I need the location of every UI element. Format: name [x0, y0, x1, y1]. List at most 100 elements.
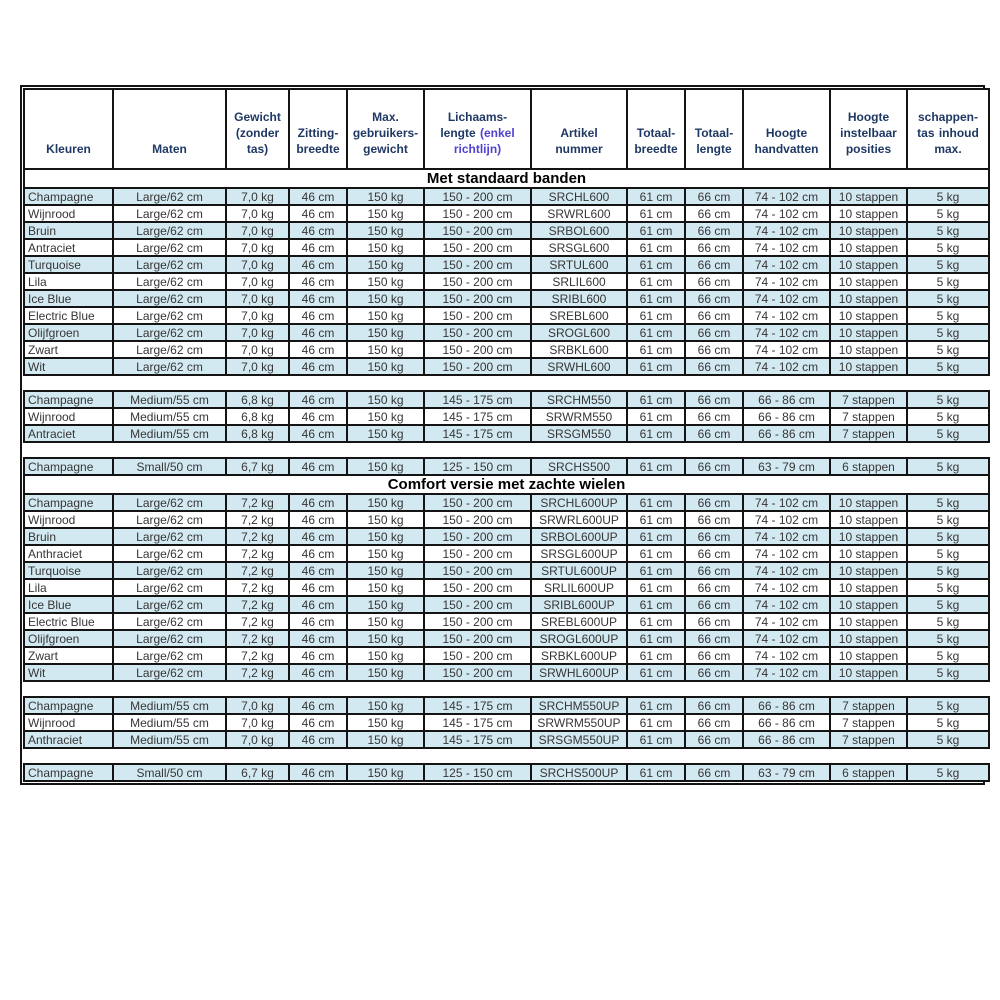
spec-table-wrap: Kleuren Maten Gewicht (zonder tas) Zitting-br…: [20, 85, 990, 785]
cell: 10 stappen: [829, 544, 908, 563]
cell: 74 - 102 cm: [742, 323, 831, 342]
column-header-line: Zitting-: [297, 126, 339, 140]
cell: 74 - 102 cm: [742, 238, 831, 257]
cell: 145 - 175 cm: [423, 713, 532, 732]
cell: 66 cm: [684, 730, 744, 749]
cell: Champagne: [23, 390, 114, 409]
cell: 61 cm: [626, 663, 686, 682]
table-row: Champagne Large/62 cm 7,2 kg 46 cm 150 kg 150…: [23, 493, 990, 512]
column-header-line: (zonder: [235, 126, 280, 140]
cell: SROGL600UP: [530, 629, 628, 648]
cell: 66 cm: [684, 424, 744, 443]
column-header-line: gebruikers-: [352, 126, 419, 140]
cell: 7,0 kg: [225, 255, 290, 274]
cell: 10 stappen: [829, 578, 908, 597]
column-header-line: Lichaams-: [447, 110, 508, 124]
cell: Medium/55 cm: [112, 407, 227, 426]
cell: 46 cm: [288, 457, 348, 476]
section-title: Comfort versie met zachte wielen: [23, 474, 990, 495]
cell: 150 - 200 cm: [423, 357, 532, 376]
column-header-line: tas inhoud: [917, 126, 979, 140]
cell: 46 cm: [288, 696, 348, 715]
cell: 66 cm: [684, 510, 744, 529]
cell: 7,0 kg: [225, 306, 290, 325]
cell: Champagne: [23, 763, 114, 782]
cell: 7,0 kg: [225, 323, 290, 342]
cell: 10 stappen: [829, 527, 908, 546]
cell: 74 - 102 cm: [742, 289, 831, 308]
column-header-8: Totaal-lengte: [684, 88, 744, 170]
cell: 7 stappen: [829, 424, 908, 443]
cell: 150 kg: [346, 424, 425, 443]
column-header-line: Totaal-: [636, 126, 676, 140]
cell: 5 kg: [906, 696, 990, 715]
cell: Large/62 cm: [112, 561, 227, 580]
cell: SRCHS500: [530, 457, 628, 476]
cell: 6 stappen: [829, 763, 908, 782]
cell: Zwart: [23, 646, 114, 665]
cell: Wit: [23, 357, 114, 376]
cell: SRCHL600UP: [530, 493, 628, 512]
cell: 74 - 102 cm: [742, 493, 831, 512]
cell: 5 kg: [906, 629, 990, 648]
table-row: Antraciet Medium/55 cm 6,8 kg 46 cm 150 kg 14…: [23, 424, 990, 443]
cell: 150 kg: [346, 357, 425, 376]
cell: 10 stappen: [829, 238, 908, 257]
cell: 10 stappen: [829, 493, 908, 512]
cell: 5 kg: [906, 306, 990, 325]
cell: Electric Blue: [23, 306, 114, 325]
cell: 46 cm: [288, 510, 348, 529]
cell: 74 - 102 cm: [742, 544, 831, 563]
cell: 7,2 kg: [225, 629, 290, 648]
cell: Olijfgroen: [23, 323, 114, 342]
column-header-line: breedte: [634, 142, 678, 156]
cell: 10 stappen: [829, 561, 908, 580]
cell: 7,2 kg: [225, 510, 290, 529]
cell: 145 - 175 cm: [423, 424, 532, 443]
cell: 10 stappen: [829, 629, 908, 648]
table-row: Turquoise Large/62 cm 7,0 kg 46 cm 150 kg 150…: [23, 255, 990, 274]
cell: 5 kg: [906, 493, 990, 512]
cell: 61 cm: [626, 510, 686, 529]
cell: 150 kg: [346, 696, 425, 715]
spacer-cell: [24, 680, 989, 698]
cell: 10 stappen: [829, 221, 908, 240]
cell: 150 - 200 cm: [423, 323, 532, 342]
column-header-line: Maten: [152, 142, 187, 156]
cell: 46 cm: [288, 730, 348, 749]
cell: 150 kg: [346, 238, 425, 257]
cell: 10 stappen: [829, 323, 908, 342]
cell: Wijnrood: [23, 713, 114, 732]
cell: 66 - 86 cm: [742, 730, 831, 749]
cell: Large/62 cm: [112, 323, 227, 342]
cell: 46 cm: [288, 713, 348, 732]
cell: Medium/55 cm: [112, 696, 227, 715]
cell: 61 cm: [626, 238, 686, 257]
cell: Champagne: [23, 187, 114, 206]
cell: 10 stappen: [829, 646, 908, 665]
column-header-line: schappen-: [917, 110, 978, 124]
cell: SRTUL600: [530, 255, 628, 274]
cell: Large/62 cm: [112, 289, 227, 308]
cell: 7,0 kg: [225, 238, 290, 257]
cell: 150 kg: [346, 390, 425, 409]
cell: Wijnrood: [23, 204, 114, 223]
cell: SRIBL600UP: [530, 595, 628, 614]
spacer-cell: [24, 747, 989, 765]
table-row: Zwart Large/62 cm 7,0 kg 46 cm 150 kg 150 - 2…: [23, 340, 990, 359]
cell: 7,2 kg: [225, 595, 290, 614]
cell: 66 cm: [684, 204, 744, 223]
cell: 150 kg: [346, 595, 425, 614]
cell: 61 cm: [626, 390, 686, 409]
cell: 61 cm: [626, 323, 686, 342]
cell: 66 - 86 cm: [742, 407, 831, 426]
cell: 150 kg: [346, 612, 425, 631]
cell: 7,0 kg: [225, 730, 290, 749]
cell: 46 cm: [288, 323, 348, 342]
column-header-1: Maten: [112, 88, 227, 170]
cell: 7,2 kg: [225, 527, 290, 546]
cell: 7,0 kg: [225, 272, 290, 291]
cell: SRTUL600UP: [530, 561, 628, 580]
column-header-line: breedte: [296, 142, 340, 156]
